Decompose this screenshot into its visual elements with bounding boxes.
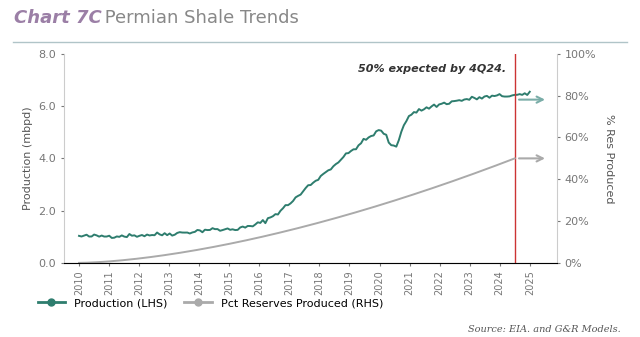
- Legend: Production (LHS), Pct Reserves Produced (RHS): Production (LHS), Pct Reserves Produced …: [38, 298, 383, 308]
- Y-axis label: Production (mbpd): Production (mbpd): [23, 106, 33, 210]
- Text: Permian Shale Trends: Permian Shale Trends: [99, 9, 299, 27]
- Text: Chart 7C: Chart 7C: [14, 9, 102, 27]
- Text: 50% expected by 4Q24.: 50% expected by 4Q24.: [358, 64, 507, 74]
- Text: Source: EIA. and G&R Models.: Source: EIA. and G&R Models.: [468, 325, 621, 334]
- Y-axis label: % Res Produced: % Res Produced: [604, 114, 614, 203]
